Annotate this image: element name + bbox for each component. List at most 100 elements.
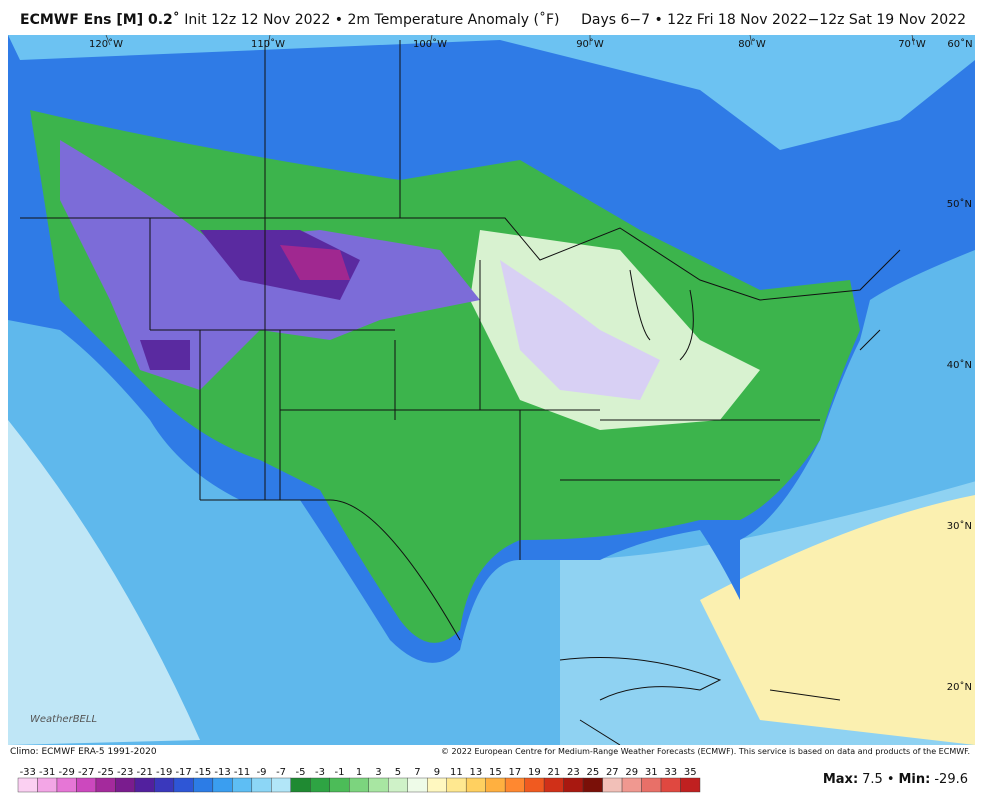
caribbean-anomaly — [700, 495, 975, 745]
colorbar-label: 7 — [414, 767, 420, 778]
colorbar-swatch — [95, 777, 116, 793]
colorbar-swatch — [310, 777, 330, 793]
colorbar-label: -15 — [195, 767, 211, 778]
colorbar-swatch — [485, 777, 506, 793]
colorbar-label: -19 — [156, 767, 172, 778]
midwest-light — [470, 230, 760, 430]
colorbar-label: -23 — [117, 767, 133, 778]
colorbar-label: -25 — [98, 767, 114, 778]
stats: Max: 7.5 • Min: -29.6 — [823, 772, 968, 787]
lon-label: 80˚W — [738, 38, 766, 50]
colorbar-label: 19 — [528, 767, 541, 778]
colorbar-label: 27 — [606, 767, 619, 778]
colorbar-label: -33 — [20, 767, 36, 778]
colorbar-swatch — [446, 777, 467, 793]
colorbar-swatch — [563, 777, 584, 793]
climo-note: Climo: ECMWF ERA-5 1991-2020 — [10, 747, 157, 757]
colorbar-label: -5 — [296, 767, 306, 778]
subtitle: Init 12z 12 Nov 2022 • 2m Temperature An… — [184, 12, 560, 28]
graticule — [105, 35, 915, 46]
stat-part: 7.5 — [862, 772, 883, 787]
colorbar: -33 -31 -29 -27 -25 -23 -21 -19 -17 -15 -13 -11 -9 -7… — [17, 767, 701, 793]
nevada-purple — [140, 340, 190, 370]
colorbar-swatch — [173, 777, 194, 793]
borders — [20, 40, 901, 745]
colorbar-label: 17 — [509, 767, 522, 778]
colorbar-swatch — [37, 777, 58, 793]
colorbar-swatch — [290, 777, 311, 793]
colorbar-label: 35 — [684, 767, 697, 778]
stat-part: Min: — [899, 772, 931, 787]
lon-label: 120˚W — [89, 38, 123, 50]
lon-label: 70˚W — [898, 38, 926, 50]
lat-label: 40˚N — [947, 359, 972, 371]
colorbar-label: -31 — [39, 767, 55, 778]
colorbar-label: 31 — [645, 767, 658, 778]
colorbar-label: 25 — [586, 767, 599, 778]
logo: WeatherBELL — [30, 714, 97, 725]
colorbar-swatch — [368, 777, 389, 793]
copyright: © 2022 European Centre for Medium-Range … — [441, 747, 970, 756]
colorbar-label: 29 — [625, 767, 638, 778]
stat-part: Max: — [823, 772, 858, 787]
colorbar-label: 33 — [664, 767, 677, 778]
colorbar-swatch — [329, 777, 350, 793]
midwest-lavender — [500, 260, 660, 400]
colorbar-label: 1 — [356, 767, 362, 778]
colorbar-swatch — [388, 777, 408, 793]
colorbar-label: -21 — [136, 767, 152, 778]
colorbar-label: 13 — [470, 767, 483, 778]
colorbar-label: -17 — [175, 767, 191, 778]
valid-time: Days 6−7 • 12z Fri 18 Nov 2022−12z Sat 1… — [581, 12, 966, 28]
lon-label: 110˚W — [251, 38, 285, 50]
stat-part: • — [887, 772, 895, 787]
colorbar-swatch — [154, 777, 175, 793]
colorbar-label: -11 — [234, 767, 250, 778]
colorbar-swatch — [76, 777, 97, 793]
colorbar-label: 11 — [450, 767, 463, 778]
colorbar-swatch — [504, 777, 525, 793]
colorbar-label: 5 — [395, 767, 401, 778]
lat-label: 20˚N — [947, 681, 972, 693]
colorbar-swatch — [641, 777, 662, 793]
stat-part: -29.6 — [934, 772, 968, 787]
lat-label: 50˚N — [947, 198, 972, 210]
lon-label: 60˚N — [947, 38, 972, 50]
colorbar-swatch — [680, 777, 701, 793]
lon-label: 100˚W — [413, 38, 447, 50]
lat-label: 30˚N — [947, 520, 972, 532]
colorbar-swatch — [17, 777, 38, 793]
colorbar-swatch — [56, 777, 77, 793]
colorbar-label: -3 — [315, 767, 325, 778]
colorbar-swatch — [602, 777, 623, 793]
colorbar-label: 3 — [375, 767, 381, 778]
core-purple — [200, 230, 360, 300]
colorbar-swatch — [251, 777, 272, 793]
colorbar-label: 21 — [547, 767, 560, 778]
colorbar-swatch — [407, 777, 428, 793]
colorbar-swatch — [193, 777, 214, 793]
colorbar-label: 15 — [489, 767, 502, 778]
lat-labels: 50˚N 40˚N 30˚N 20˚N — [947, 198, 972, 693]
colorbar-swatch — [582, 777, 603, 793]
lon-label: 90˚W — [576, 38, 604, 50]
colorbar-label: -7 — [276, 767, 286, 778]
colorbar-label: -13 — [214, 767, 230, 778]
colorbar-label: -9 — [257, 767, 267, 778]
colorbar-label: -1 — [335, 767, 345, 778]
header-left: ECMWF Ens [M] 0.2˚ Init 12z 12 Nov 2022 … — [20, 12, 559, 28]
lon-labels: 120˚W 110˚W 100˚W 90˚W 80˚W 70˚W 60˚N — [89, 38, 973, 50]
colorbar-swatch — [349, 777, 369, 793]
colorbar-swatch — [660, 777, 681, 793]
colorbar-swatch — [524, 777, 545, 793]
colorbar-label: 9 — [434, 767, 440, 778]
colorbar-label: -27 — [78, 767, 94, 778]
colorbar-swatch — [271, 777, 292, 793]
colorbar-swatch — [115, 777, 136, 793]
canada-anomaly — [8, 35, 975, 150]
colorbar-swatch — [232, 777, 253, 793]
model-title: ECMWF Ens [M] 0.2˚ — [20, 12, 180, 28]
colorbar-label: 23 — [567, 767, 580, 778]
